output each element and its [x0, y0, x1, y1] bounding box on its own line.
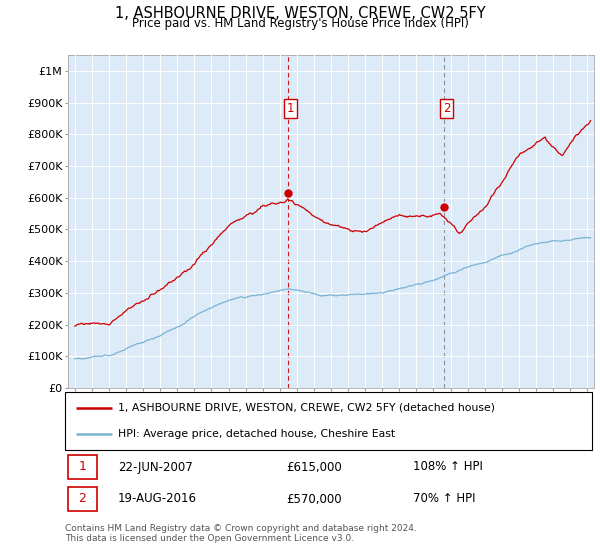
Text: 19-AUG-2016: 19-AUG-2016 [118, 492, 197, 506]
Text: 2: 2 [443, 102, 451, 115]
Text: 1, ASHBOURNE DRIVE, WESTON, CREWE, CW2 5FY: 1, ASHBOURNE DRIVE, WESTON, CREWE, CW2 5… [115, 6, 485, 21]
Text: HPI: Average price, detached house, Cheshire East: HPI: Average price, detached house, Ches… [118, 430, 395, 440]
Text: 108% ↑ HPI: 108% ↑ HPI [413, 460, 482, 474]
Text: 1, ASHBOURNE DRIVE, WESTON, CREWE, CW2 5FY (detached house): 1, ASHBOURNE DRIVE, WESTON, CREWE, CW2 5… [118, 403, 494, 413]
Text: Contains HM Land Registry data © Crown copyright and database right 2024.
This d: Contains HM Land Registry data © Crown c… [65, 524, 417, 543]
Text: 70% ↑ HPI: 70% ↑ HPI [413, 492, 475, 506]
Bar [68, 487, 97, 511]
Text: Price paid vs. HM Land Registry's House Price Index (HPI): Price paid vs. HM Land Registry's House … [131, 17, 469, 30]
Text: £615,000: £615,000 [286, 460, 342, 474]
Text: 1: 1 [78, 460, 86, 474]
Bar [68, 455, 97, 479]
Text: 2: 2 [78, 492, 86, 506]
Text: 1: 1 [287, 102, 294, 115]
Text: 22-JUN-2007: 22-JUN-2007 [118, 460, 193, 474]
Text: £570,000: £570,000 [286, 492, 342, 506]
